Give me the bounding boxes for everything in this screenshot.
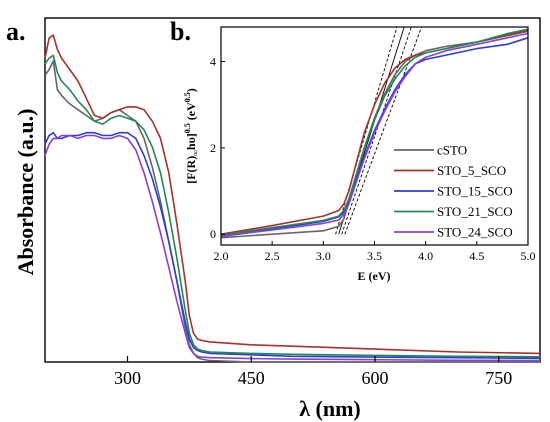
inset-series-line-5 — [220, 32, 529, 238]
inset-x-tick-label-3: 3.0 — [316, 249, 331, 263]
inset-y-title-sup2: 0.5 — [183, 92, 192, 102]
inset-series-line-1 — [220, 30, 529, 239]
inset-y-tick-label-3: 4 — [210, 55, 216, 69]
inset-x-axis-title: E (eV) — [358, 269, 391, 283]
legend-label-5: STO_24_SCO — [437, 225, 513, 240]
inset-x-tick-label-2: 2.5 — [265, 249, 280, 263]
inset-ticks-group: 2.0 2.5 3.0 3.5 4.0 4.5 5.0 0 2 4 — [210, 55, 536, 263]
inset-x-tick-label-6: 4.5 — [469, 249, 484, 263]
inset-x-tick-label-4: 3.5 — [367, 249, 382, 263]
inset-y-title-unit: (eV — [184, 102, 198, 123]
tangent-line-4 — [344, 26, 422, 235]
inset-y-title-lead: [F(R) — [184, 156, 198, 184]
main-series-line-2 — [44, 34, 541, 355]
inset-y-axis-title: [F(R)∞hυ]0.5 (eV0.5) — [183, 88, 200, 184]
inset-legend: cSTO STO_5_SCO STO_15_SCO STO_21_SCO STO_24_… — [394, 143, 513, 240]
inset-series-line-4 — [220, 28, 529, 236]
main-series-line-1 — [44, 60, 540, 363]
main-series-line-4 — [44, 54, 541, 358]
inset-y-tick-label-2: 2 — [210, 141, 216, 155]
main-y-axis-title: Absorbance (a.u.) — [13, 109, 38, 276]
legend-label-3: STO_15_SCO — [437, 184, 513, 199]
main-x-tick-label-3: 600 — [362, 368, 389, 388]
inset-y-tick-label-1: 0 — [210, 227, 216, 241]
inset-x-tick-label-7: 5.0 — [521, 249, 536, 263]
main-x-tick-label-4: 750 — [485, 368, 512, 388]
inset-x-tick-label-5: 4.0 — [418, 249, 433, 263]
inset-x-tick-label-1: 2.0 — [214, 249, 229, 263]
inset-y-title-close: ) — [184, 88, 198, 92]
main-ticks-group: 300 450 600 750 — [114, 356, 512, 388]
tangent-line-3 — [341, 26, 412, 235]
legend-label-4: STO_21_SCO — [437, 204, 513, 219]
inset-y-title-sup1: 0.5 — [183, 123, 192, 133]
main-x-axis-title: λ (nm) — [299, 396, 361, 421]
panel-label-a: a. — [6, 17, 26, 46]
legend-label-2: STO_5_SCO — [437, 163, 506, 178]
main-x-tick-label-2: 450 — [238, 368, 265, 388]
main-x-tick-label-1: 300 — [114, 368, 141, 388]
inset-y-title-sub: ∞ — [191, 150, 200, 156]
inset-y-title-mid: hυ] — [184, 133, 198, 150]
legend-label-1: cSTO — [437, 143, 467, 158]
inset-series-group — [220, 28, 529, 239]
panel-label-b: b. — [170, 17, 191, 46]
main-series-group — [44, 34, 541, 363]
inset-plot-background — [221, 27, 528, 245]
main-series-line-5 — [44, 134, 541, 362]
